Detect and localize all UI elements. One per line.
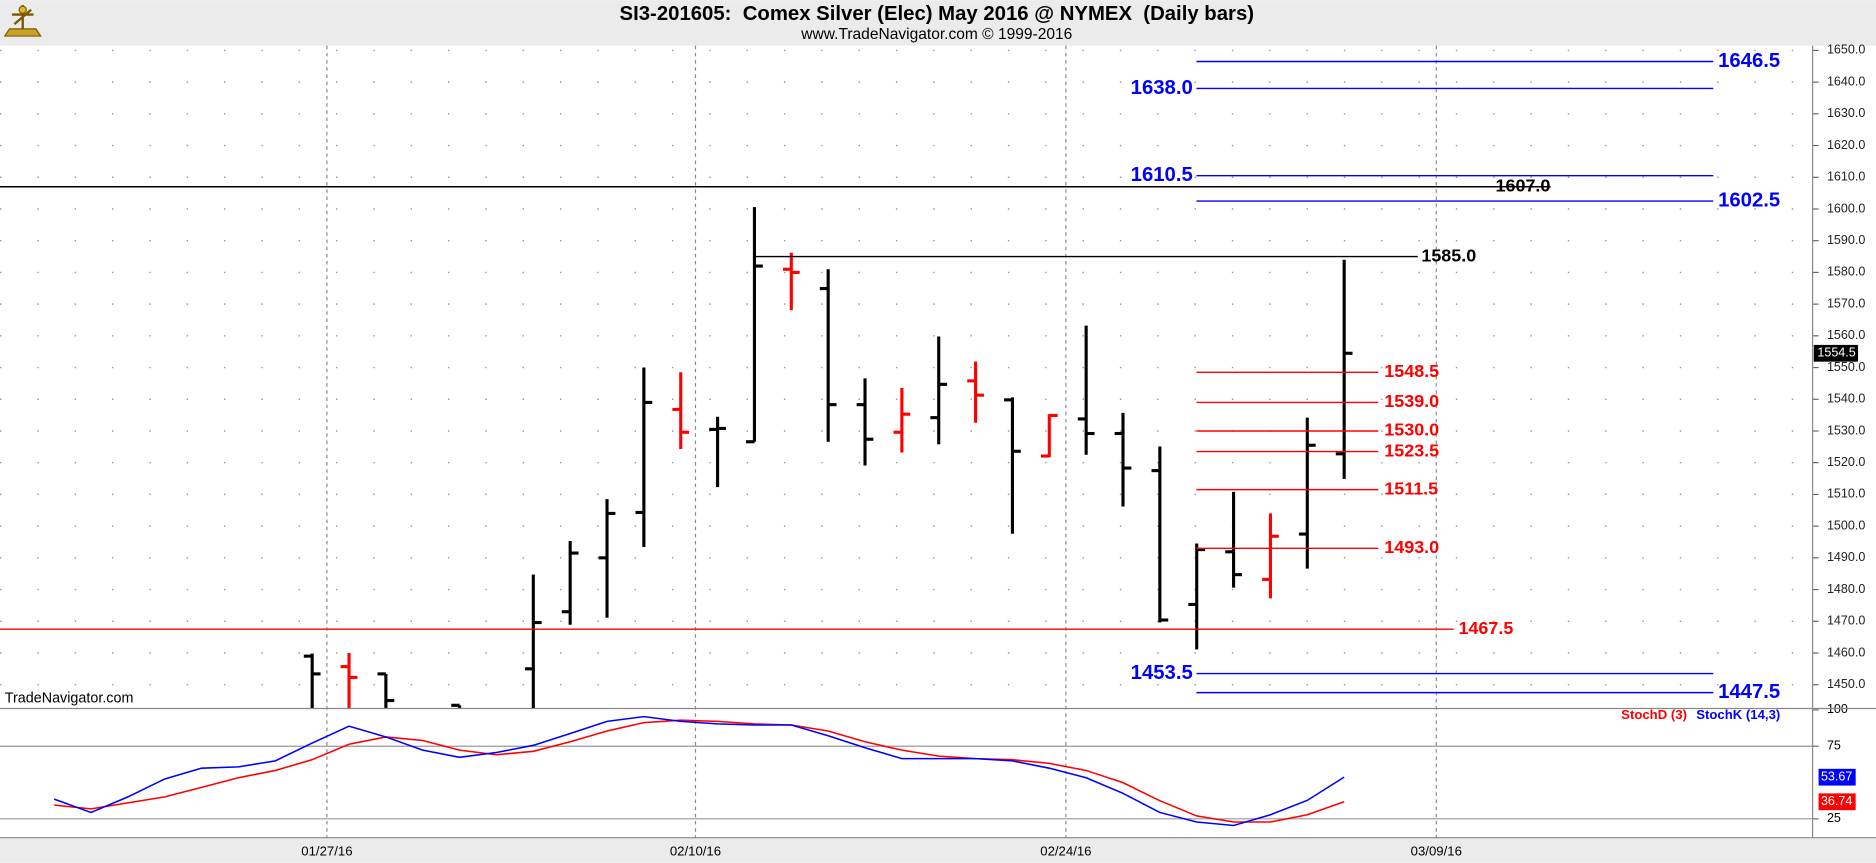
y-tick-label: 1600.0 [1827,201,1865,215]
y-tick-label: 1480.0 [1827,582,1865,596]
target-label: 1447.5 [1718,681,1780,703]
y-tick-label: 1450.0 [1827,677,1865,691]
y-tick-label: 1590.0 [1827,233,1865,247]
last-price-label: 1554.5 [1817,346,1855,360]
last-value-label: 53.67 [1821,770,1852,784]
y-tick-label: 1650.0 [1827,43,1865,57]
logo [3,4,42,37]
y-tick-label: 1460.0 [1827,645,1865,659]
y-tick-label: 25 [1827,811,1841,825]
x-tick-label: 01/27/16 [301,844,352,859]
target-label: 1602.5 [1718,189,1780,211]
y-tick-label: 1610.0 [1827,170,1865,184]
y-tick-label: 1630.0 [1827,106,1865,120]
plot-area [0,45,1813,838]
target-label: 1493.0 [1384,537,1439,557]
target-label: 1523.5 [1384,440,1439,460]
last-value-box [1818,793,1856,811]
y-tick-label: 75 [1827,739,1841,753]
chart-subtitle: www.TradeNavigator.com © 1999-2016 [800,26,1072,43]
y-tick-label: 1490.0 [1827,550,1865,564]
y-tick-label: 1540.0 [1827,392,1865,406]
y-tick-label: 1510.0 [1827,487,1865,501]
x-tick-label: 02/24/16 [1040,844,1091,859]
last-value-box [1818,768,1856,786]
target-label: 1646.5 [1718,50,1780,72]
y-tick-label: 1640.0 [1827,74,1865,88]
y-tick-label: 1580.0 [1827,265,1865,279]
level-label: 1585.0 [1421,245,1476,265]
y-tick-label: 100 [1827,702,1848,716]
y-tick-label: 1530.0 [1827,423,1865,437]
x-tick-label: 02/10/16 [670,844,721,859]
stoch-line [54,719,1345,823]
target-label: 1539.0 [1384,391,1439,411]
target-label: 1610.5 [1131,164,1193,186]
target-label: 1511.5 [1384,478,1438,498]
last-price-box [1813,344,1859,362]
y-tick-label: 1550.0 [1827,360,1865,374]
level-label: 1607.0 [1496,176,1551,196]
title-bar [0,0,1876,46]
y-tick-label: 1570.0 [1827,296,1865,310]
last-value-label: 36.74 [1821,794,1852,808]
level-label: 1467.5 [1458,618,1513,638]
chart-title: SI3-201605: Comex Silver (Elec) May 2016… [620,3,1254,25]
legend-entry: StochD (3) [1621,707,1687,722]
target-label: 1638.0 [1131,77,1193,99]
target-label: 1548.5 [1384,361,1439,381]
legend-entry: StochK (14,3) [1696,707,1780,722]
watermark: TradeNavigator.com [5,691,134,707]
y-tick-label: 1620.0 [1827,138,1865,152]
target-label: 1530.0 [1384,420,1439,440]
y-tick-label: 1500.0 [1827,518,1865,532]
date-axis-area [0,837,1876,863]
y-tick-label: 1470.0 [1827,614,1865,628]
stoch-line [53,715,1345,827]
x-tick-label: 03/09/16 [1411,844,1462,859]
y-tick-label: 1520.0 [1827,455,1865,469]
target-label: 1453.5 [1131,662,1193,684]
y-tick-label: 1560.0 [1827,328,1865,342]
